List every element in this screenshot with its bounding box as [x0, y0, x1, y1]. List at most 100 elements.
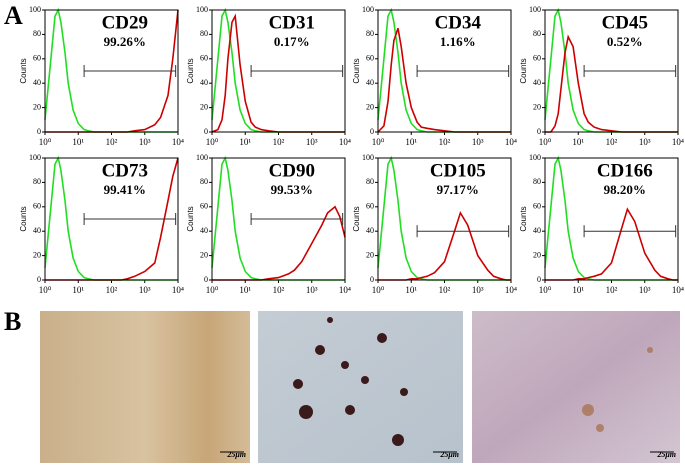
panel-label: B	[4, 307, 21, 336]
y-tick-label: 0	[370, 127, 374, 136]
y-tick-label: 100	[29, 5, 41, 14]
histogram-line	[545, 207, 678, 281]
y-axis-label: Counts	[352, 206, 361, 231]
histograms: 0 20 40 60 80 100 10⁰ 10¹ 10² 10³ 10⁴ Counts CD2999.…	[19, 5, 684, 295]
y-tick-label: 20	[33, 250, 41, 259]
x-tick-label: 10¹	[572, 285, 584, 295]
x-tick-label: 10²	[106, 137, 118, 147]
y-tick-label: 80	[366, 29, 374, 38]
scale-bar-label: 25μm	[439, 450, 459, 459]
x-tick-label: 10¹	[72, 137, 84, 147]
y-tick-label: 40	[200, 78, 208, 87]
x-tick-label: 10³	[306, 137, 318, 147]
y-tick-label: 100	[362, 5, 374, 14]
y-tick-label: 100	[29, 153, 41, 162]
x-tick-label: 10³	[639, 285, 651, 295]
histogram-line	[212, 205, 346, 281]
x-tick-label: 10²	[106, 285, 118, 295]
chart-title: CD166	[597, 160, 653, 181]
y-tick-label: 20	[33, 102, 41, 111]
y-tick-label: 40	[533, 78, 541, 87]
chart-subtitle: 99.26%	[104, 34, 146, 49]
chart-subtitle: 98.20%	[604, 182, 646, 197]
plot-frame	[211, 157, 346, 281]
y-tick-label: 0	[370, 275, 374, 284]
panel-label: A	[4, 1, 23, 30]
scale-bar-label: 25μm	[656, 450, 676, 459]
x-tick-label: 10³	[306, 285, 318, 295]
chart-title: CD29	[102, 12, 148, 33]
y-axis-label: Counts	[519, 58, 528, 83]
scale-bar-label: 25μm	[226, 450, 246, 459]
y-tick-label: 60	[200, 54, 208, 63]
y-tick-label: 40	[366, 78, 374, 87]
x-tick-label: 10⁴	[505, 137, 517, 147]
x-tick-label: 10²	[606, 137, 618, 147]
x-tick-label: 10³	[139, 137, 151, 147]
x-tick-label: 10⁰	[372, 285, 385, 295]
y-tick-label: 0	[37, 127, 41, 136]
x-tick-label: 10¹	[239, 137, 251, 147]
chart-subtitle: 0.17%	[274, 34, 310, 49]
chart-subtitle: 0.52%	[607, 34, 643, 49]
x-tick-label: 10¹	[405, 137, 417, 147]
y-axis-label: Counts	[519, 206, 528, 231]
x-tick-label: 10²	[606, 285, 618, 295]
x-tick-label: 10⁴	[172, 137, 184, 147]
chart-title: CD90	[269, 160, 315, 181]
y-tick-label: 80	[533, 177, 541, 186]
y-tick-label: 0	[204, 275, 208, 284]
plot-frame	[544, 157, 679, 281]
y-tick-label: 40	[33, 78, 41, 87]
x-tick-label: 10⁴	[339, 285, 351, 295]
x-tick-label: 10⁰	[39, 285, 52, 295]
x-tick-label: 10²	[273, 285, 285, 295]
micrograph	[472, 311, 680, 463]
y-tick-label: 20	[366, 102, 374, 111]
x-tick-label: 10¹	[239, 285, 251, 295]
y-tick-label: 80	[366, 177, 374, 186]
y-axis-label: Counts	[186, 206, 195, 231]
y-tick-label: 100	[529, 5, 541, 14]
x-tick-label: 10⁰	[206, 285, 219, 295]
chart-title: CD34	[435, 12, 482, 33]
y-tick-label: 40	[33, 226, 41, 235]
micrograph	[258, 311, 463, 463]
histogram-line	[378, 210, 511, 281]
y-tick-label: 80	[200, 29, 208, 38]
y-axis-label: Counts	[186, 58, 195, 83]
plot-frame	[544, 9, 679, 133]
y-tick-label: 60	[33, 54, 41, 63]
y-tick-label: 60	[533, 54, 541, 63]
chart-title: CD73	[102, 160, 148, 181]
plot-frame	[44, 9, 179, 133]
x-tick-label: 10⁴	[339, 137, 351, 147]
x-tick-label: 10²	[439, 285, 451, 295]
y-tick-label: 80	[200, 177, 208, 186]
x-tick-label: 10³	[472, 285, 484, 295]
y-tick-label: 60	[533, 202, 541, 211]
x-tick-label: 10⁴	[172, 285, 184, 295]
y-tick-label: 20	[533, 250, 541, 259]
x-tick-label: 10¹	[405, 285, 417, 295]
y-tick-label: 0	[537, 127, 541, 136]
y-tick-label: 100	[529, 153, 541, 162]
y-axis-label: Counts	[19, 206, 28, 231]
x-tick-label: 10⁴	[505, 285, 517, 295]
y-axis-label: Counts	[352, 58, 361, 83]
x-tick-label: 10⁴	[672, 137, 684, 147]
y-tick-label: 0	[37, 275, 41, 284]
x-tick-label: 10⁰	[39, 137, 52, 147]
y-tick-label: 60	[366, 202, 374, 211]
y-axis-label: Counts	[19, 58, 28, 83]
y-tick-label: 60	[200, 202, 208, 211]
y-tick-label: 40	[366, 226, 374, 235]
y-tick-label: 100	[362, 153, 374, 162]
x-tick-label: 10³	[139, 285, 151, 295]
y-tick-label: 0	[537, 275, 541, 284]
x-tick-label: 10³	[472, 137, 484, 147]
stain-spots	[293, 317, 408, 446]
x-tick-label: 10⁴	[672, 285, 684, 295]
y-tick-label: 100	[196, 5, 208, 14]
